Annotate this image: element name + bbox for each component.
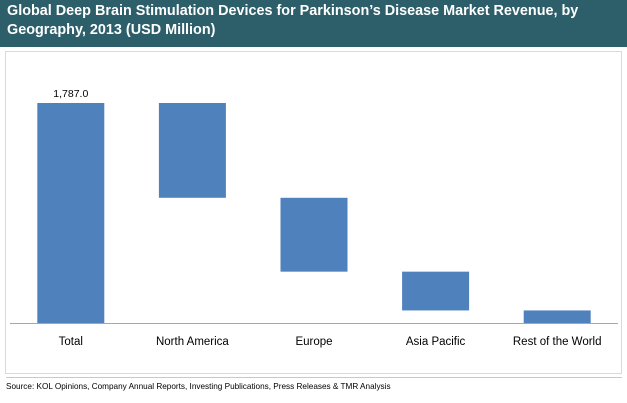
category-label: Asia Pacific (406, 336, 466, 348)
bar-asia-pacific (402, 271, 470, 311)
category-label: Rest of the World (513, 336, 602, 348)
category-label: Total (59, 336, 83, 348)
waterfall-chart: Total 1,787.0 North America Europe Asia Paci… (5, 51, 622, 374)
source-divider (6, 377, 622, 378)
bar-total (37, 103, 105, 323)
labels-layer: Total 1,787.0 North America Europe Asia Paci… (53, 88, 601, 348)
category-label: North America (156, 336, 229, 348)
data-label: 1,787.0 (53, 88, 88, 100)
chart-title: Global Deep Brain Stimulation Devices fo… (7, 3, 579, 38)
bar-europe (280, 197, 348, 272)
bar-north-america (158, 103, 226, 198)
bars-layer (37, 103, 591, 323)
category-label: Europe (295, 336, 332, 348)
chart-title-banner: Global Deep Brain Stimulation Devices fo… (0, 0, 627, 47)
bar-rest-of-the-world (523, 310, 591, 323)
source-note: Source: KOL Opinions, Company Annual Rep… (6, 382, 391, 391)
